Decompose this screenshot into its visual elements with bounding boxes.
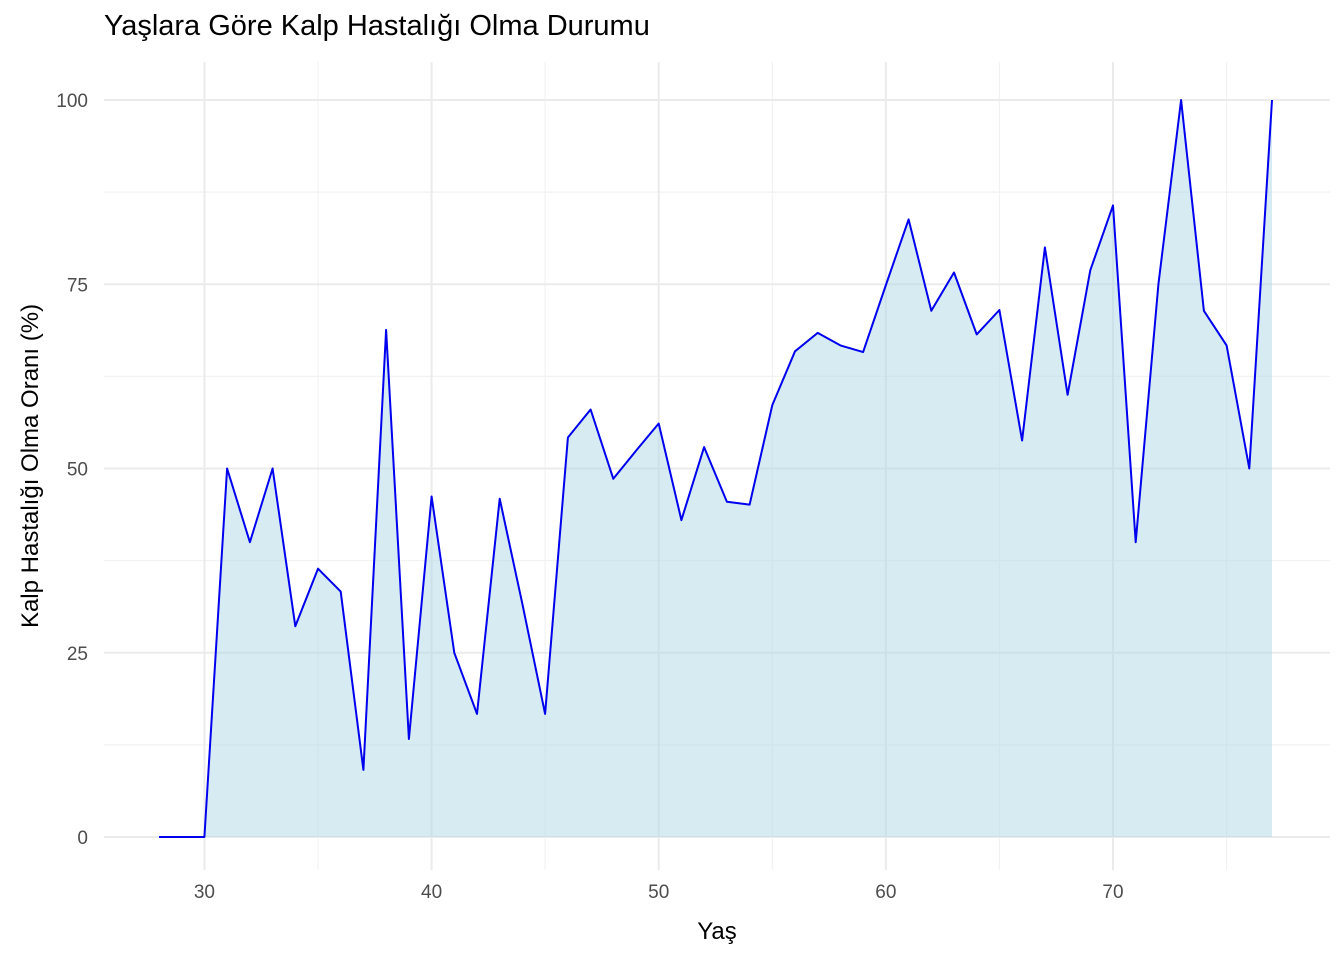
y-tick-labels: 0 25 50 75 100 — [56, 91, 88, 849]
area-fill — [159, 100, 1272, 837]
y-tick-label: 0 — [77, 828, 88, 849]
chart-title: Yaşlara Göre Kalp Hastalığı Olma Durumu — [104, 10, 650, 42]
x-tick-label: 70 — [1102, 882, 1123, 903]
y-axis-title: Kalp Hastalığı Olma Oranı (%) — [17, 304, 44, 628]
x-tick-label: 30 — [194, 882, 215, 903]
series-line — [159, 99, 1273, 838]
y-tick-label: 100 — [56, 91, 88, 112]
x-tick-labels: 30 40 50 60 70 — [194, 882, 1124, 903]
y-tick-label: 75 — [67, 275, 88, 296]
x-tick-label: 60 — [875, 882, 896, 903]
x-axis-title: Yaş — [697, 918, 737, 945]
x-tick-label: 40 — [421, 882, 442, 903]
y-tick-label: 25 — [67, 644, 88, 665]
x-tick-label: 50 — [648, 882, 669, 903]
y-tick-label: 50 — [67, 460, 88, 481]
